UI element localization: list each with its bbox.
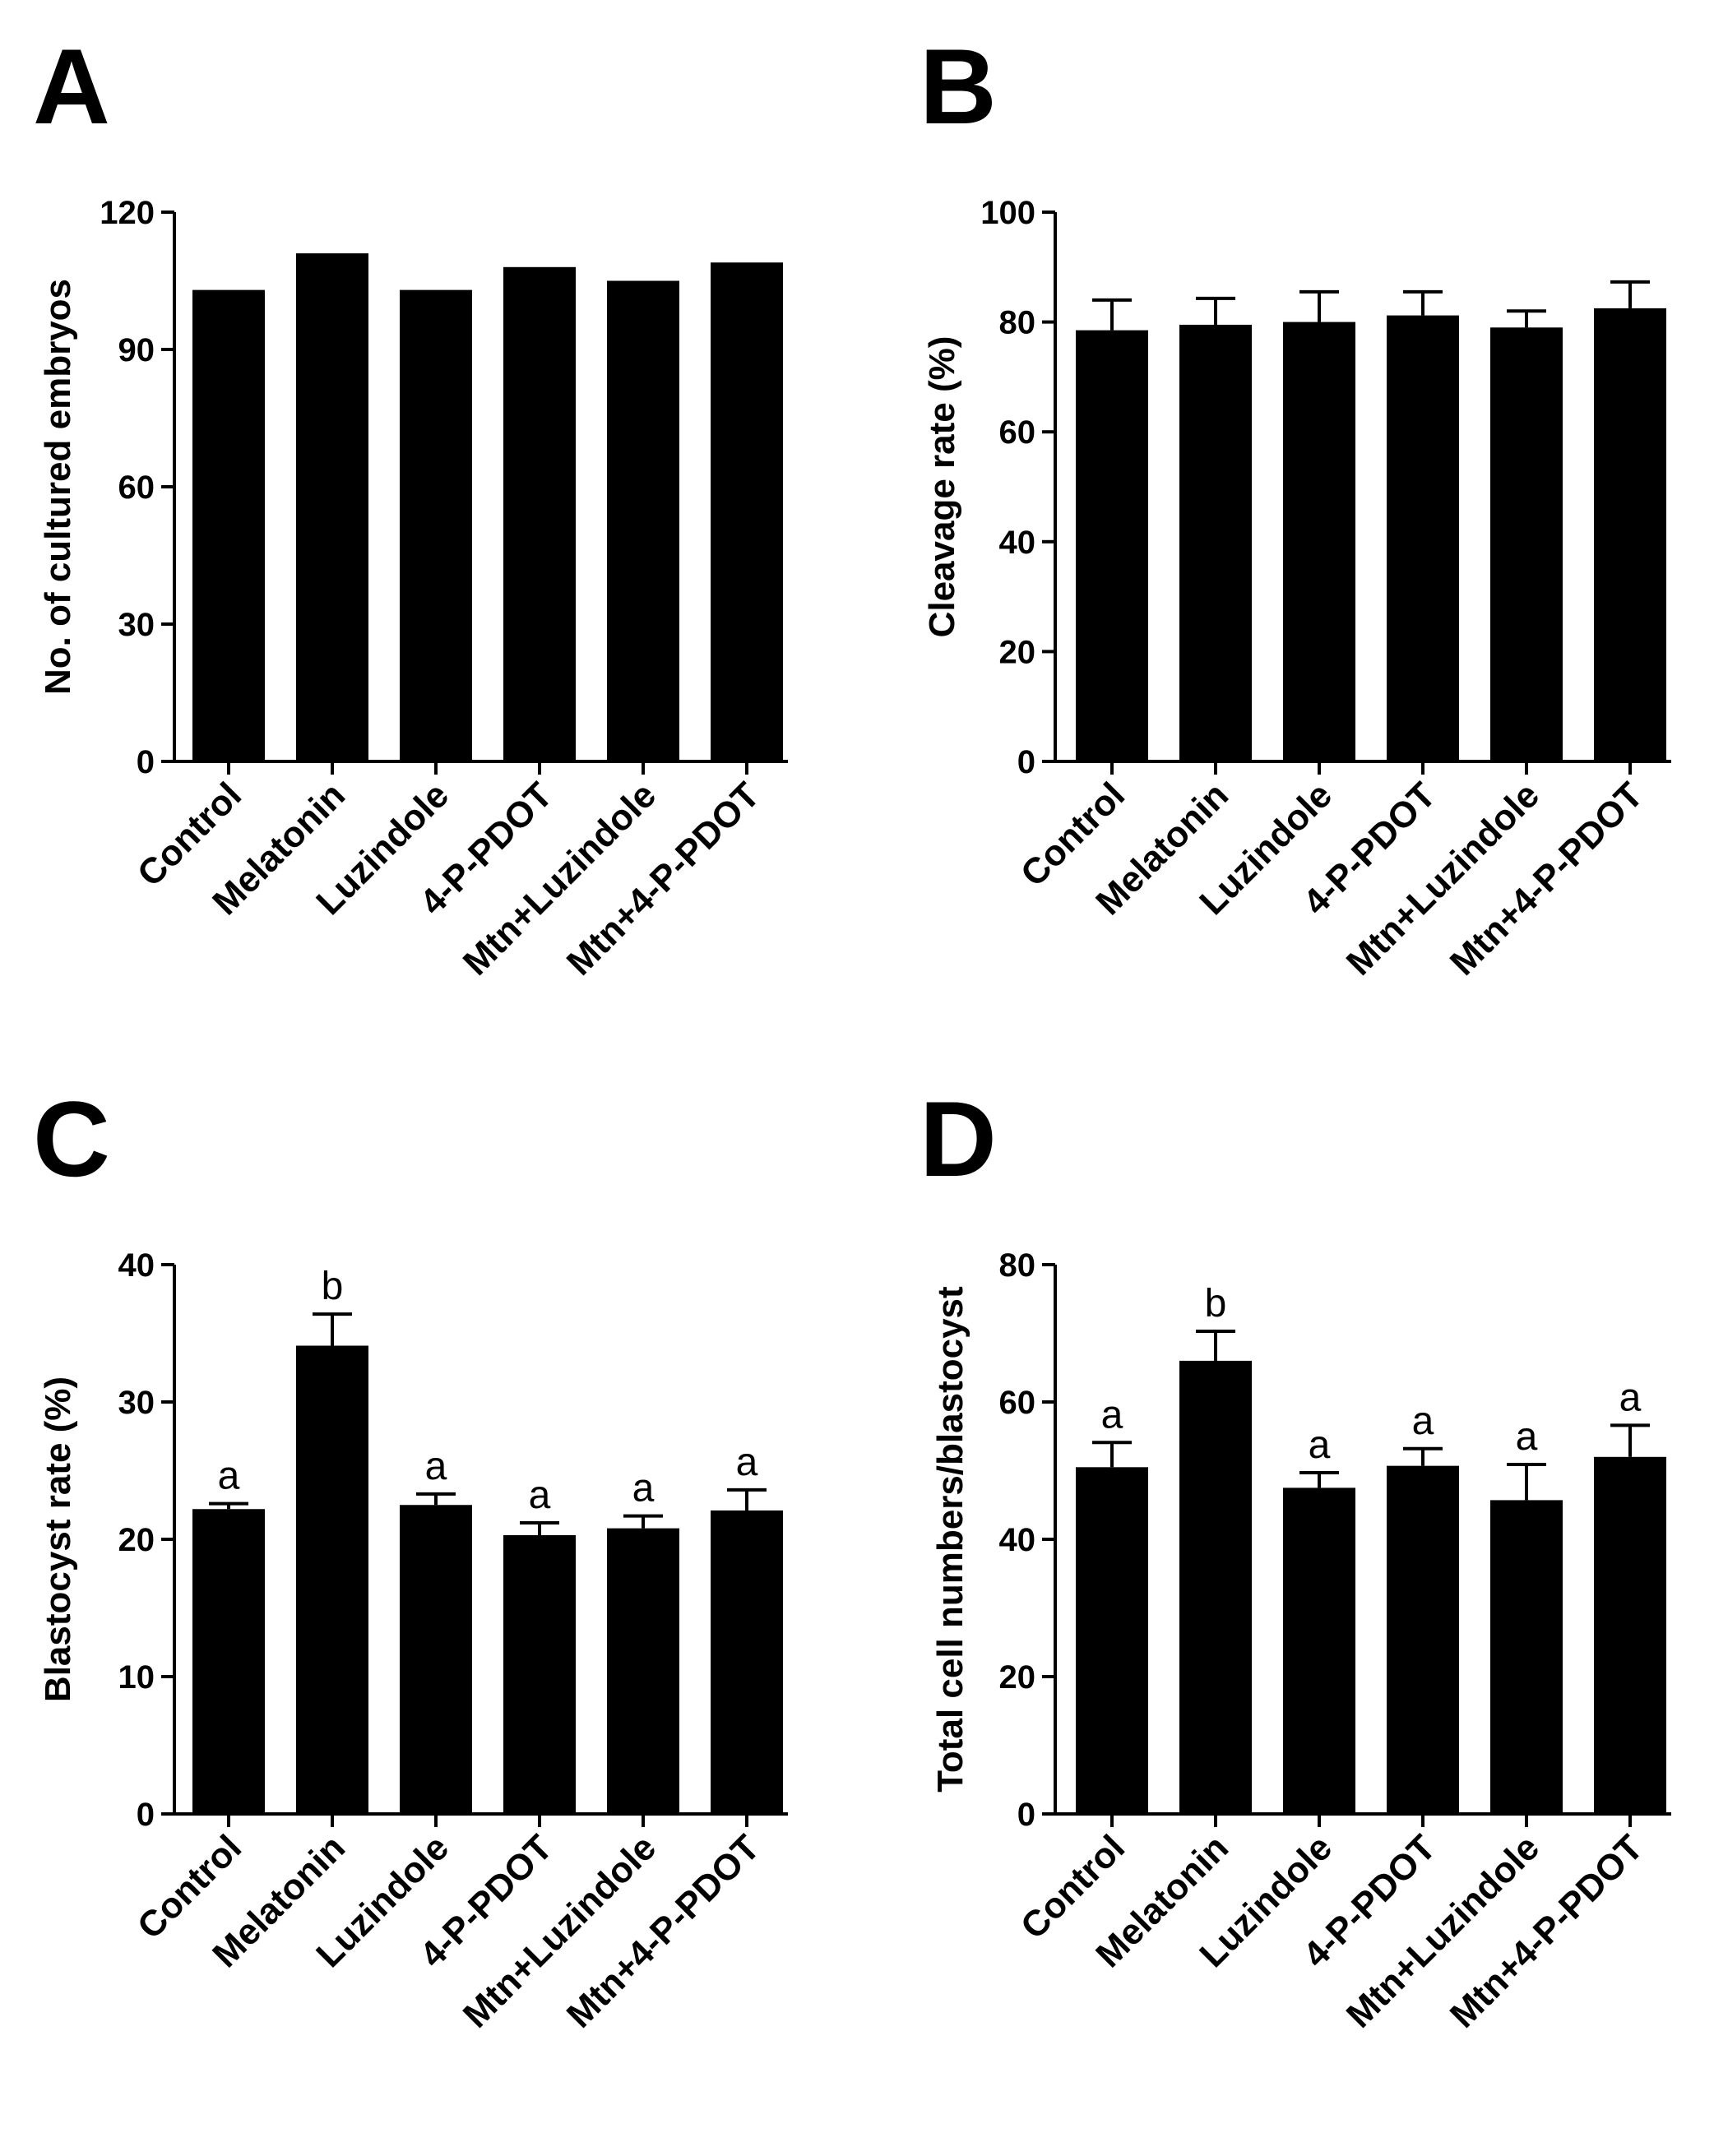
bar-mtn-luzindole: [607, 280, 679, 761]
y-axis-label: Total cell numbers/blastocyst: [930, 1286, 970, 1793]
bar-control: [192, 289, 265, 762]
y-tick-label: 10: [118, 1659, 155, 1696]
bar-4-p-pdot: [1387, 315, 1459, 762]
significance-label: a: [1101, 1393, 1123, 1437]
y-tick-label: 40: [999, 525, 1036, 561]
y-axis-label: No. of cultured embryos: [38, 279, 78, 695]
panel-d: D 0 20 40 60 80 Total cell numbers/blastocyst a…: [920, 1079, 1671, 2036]
y-tick-label: 0: [1017, 1797, 1035, 1833]
y-axis-label: Blastocyst rate (%): [38, 1376, 78, 1702]
y-tick-label: 120: [100, 195, 155, 231]
panel-letter: D: [920, 1079, 997, 1199]
y-tick-label: 20: [999, 634, 1036, 670]
bar-melatonin: [296, 1345, 368, 1814]
bar-4-p-pdot: [503, 1534, 576, 1814]
bar-control: [1076, 1467, 1148, 1814]
bar-mtn-4-p-pdot: [1594, 308, 1666, 761]
y-tick-label: 90: [118, 332, 155, 368]
bar-4-p-pdot: [503, 266, 576, 761]
y-tick-label: 30: [118, 1385, 155, 1421]
bar-luzindole: [400, 289, 472, 762]
significance-label: b: [322, 1265, 344, 1308]
y-tick-label: 0: [137, 1797, 155, 1833]
bar-mtn-luzindole: [1490, 1500, 1563, 1814]
significance-label: a: [1619, 1376, 1642, 1419]
x-tick-label: Mtn+Luzindole: [1339, 775, 1547, 983]
y-tick-label: 0: [137, 744, 155, 780]
significance-label: a: [218, 1455, 240, 1498]
bar-mtn-luzindole: [607, 1528, 679, 1814]
significance-label: a: [1412, 1400, 1434, 1443]
y-tick-label: 20: [118, 1522, 155, 1558]
bar-4-p-pdot: [1387, 1465, 1459, 1814]
bar-mtn-luzindole: [1490, 327, 1563, 761]
y-tick-label: 60: [118, 470, 155, 506]
panel-letter: C: [33, 1079, 110, 1199]
x-tick-label: Mtn+4-P-PDOT: [559, 1827, 767, 2035]
panel-letter: B: [920, 26, 997, 146]
bar-mtn-4-p-pdot: [711, 1510, 783, 1814]
significance-label: a: [632, 1467, 655, 1511]
bar-mtn-4-p-pdot: [711, 262, 783, 761]
x-tick-label: Mtn+4-P-PDOT: [1443, 1827, 1651, 2035]
y-tick-label: 60: [999, 414, 1036, 451]
significance-label: a: [1516, 1415, 1538, 1459]
significance-label: a: [529, 1474, 551, 1517]
y-tick-label: 60: [999, 1385, 1036, 1421]
bar-mtn-4-p-pdot: [1594, 1456, 1666, 1814]
y-tick-label: 100: [980, 195, 1035, 231]
bar-control: [1076, 330, 1148, 761]
x-tick-label: Mtn+4-P-PDOT: [1443, 775, 1651, 983]
y-tick-label: 40: [999, 1522, 1036, 1558]
significance-label: b: [1205, 1282, 1227, 1326]
x-tick-label: Mtn+Luzindole: [456, 775, 664, 983]
x-tick-label: Mtn+4-P-PDOT: [559, 775, 767, 983]
bar-control: [192, 1509, 265, 1814]
y-tick-label: 20: [999, 1659, 1036, 1696]
x-tick-label: Mtn+Luzindole: [1339, 1827, 1547, 2035]
panel-letter: A: [33, 26, 110, 146]
y-tick-label: 80: [999, 305, 1036, 341]
y-tick-label: 40: [118, 1247, 155, 1284]
y-tick-label: 0: [1017, 744, 1035, 780]
significance-label: a: [1309, 1423, 1331, 1467]
bar-melatonin: [296, 253, 368, 762]
y-tick-label: 30: [118, 607, 155, 643]
significance-label: a: [425, 1445, 447, 1488]
bar-luzindole: [1283, 1487, 1355, 1814]
y-axis-label: Cleavage rate (%): [922, 336, 962, 638]
bar-melatonin: [1179, 324, 1252, 761]
bar-melatonin: [1179, 1360, 1252, 1814]
x-tick-label: Mtn+Luzindole: [456, 1827, 664, 2035]
significance-label: a: [736, 1441, 758, 1484]
bar-luzindole: [400, 1505, 472, 1814]
bar-luzindole: [1283, 322, 1355, 762]
y-tick-label: 80: [999, 1247, 1036, 1284]
